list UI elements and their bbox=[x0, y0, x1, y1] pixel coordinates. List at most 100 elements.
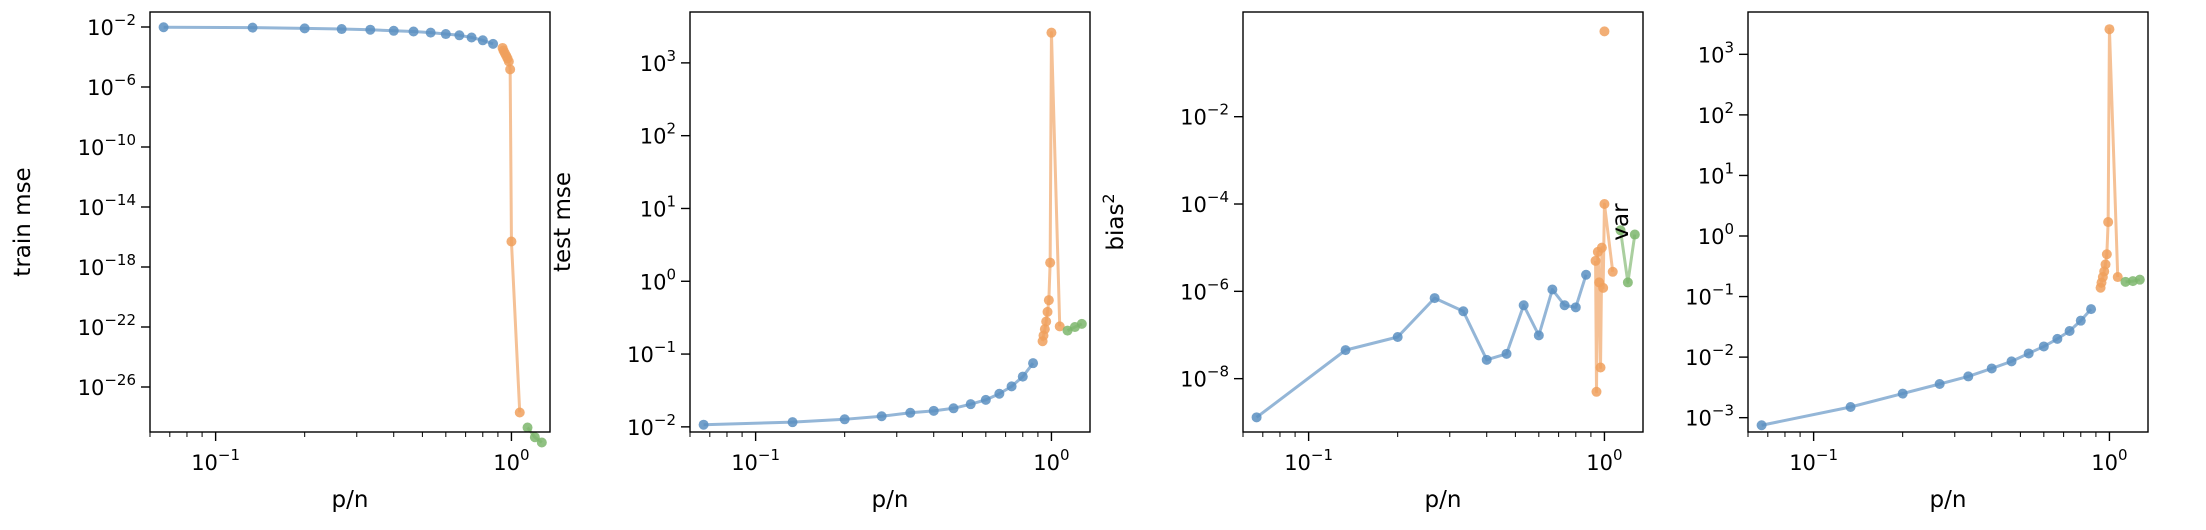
data-point bbox=[488, 38, 499, 49]
y-tick-label-exponent: 2 bbox=[666, 120, 676, 138]
series-3 bbox=[1615, 225, 1640, 288]
y-tick-label: 101 bbox=[640, 192, 676, 221]
series-line bbox=[501, 47, 522, 413]
y-tick-label-base: 10 bbox=[1180, 368, 1207, 392]
data-point bbox=[1340, 345, 1351, 356]
data-point bbox=[2038, 341, 2049, 352]
data-point bbox=[980, 394, 991, 405]
data-point bbox=[1598, 282, 1609, 293]
data-point bbox=[2052, 333, 2063, 344]
y-tick-label: 10−1 bbox=[627, 338, 676, 367]
y-tick-label-exponent: −6 bbox=[1207, 275, 1229, 293]
y-tick-label: 101 bbox=[1698, 159, 1734, 188]
data-point bbox=[1043, 295, 1054, 306]
x-tick-label-exponent: 0 bbox=[1613, 446, 1623, 464]
data-point bbox=[1039, 324, 1050, 335]
x-tick-label: 100 bbox=[1586, 446, 1622, 475]
data-point bbox=[2103, 217, 2114, 228]
x-minor-ticks bbox=[1242, 432, 1592, 437]
series-line bbox=[1761, 308, 2093, 427]
y-tick-label-exponent: −2 bbox=[654, 411, 676, 429]
y-tick-label-exponent: −4 bbox=[1207, 188, 1229, 206]
data-point bbox=[2023, 348, 2034, 359]
y-axis-label-text: train mse bbox=[10, 167, 36, 276]
x-tick-label-exponent: −1 bbox=[1311, 446, 1333, 464]
data-point bbox=[2101, 249, 2112, 260]
y-tick-label-base: 10 bbox=[87, 76, 114, 100]
y-tick-label: 10−2 bbox=[1685, 341, 1734, 370]
y-tick-label: 102 bbox=[1698, 99, 1734, 128]
y-tick-label: 10−26 bbox=[78, 371, 136, 400]
y-tick-label-exponent: −1 bbox=[1712, 281, 1734, 299]
data-point bbox=[1045, 257, 1056, 268]
data-point bbox=[1559, 300, 1570, 311]
data-point bbox=[440, 29, 451, 40]
x-tick-label-exponent: 0 bbox=[1060, 446, 1070, 464]
data-point bbox=[158, 22, 169, 33]
data-point bbox=[1607, 266, 1618, 277]
x-tick-label-exponent: −1 bbox=[758, 446, 780, 464]
data-point bbox=[1756, 420, 1767, 431]
x-tick-label-exponent: 0 bbox=[520, 446, 530, 464]
data-point bbox=[994, 388, 1005, 399]
data-point bbox=[514, 407, 525, 418]
y-tick-label: 10−4 bbox=[1180, 188, 1229, 217]
x-tick-label-base: 10 bbox=[1284, 451, 1311, 475]
data-point bbox=[1845, 402, 1856, 413]
y-tick-label-base: 10 bbox=[78, 136, 105, 160]
x-tick-label-exponent: 0 bbox=[2118, 446, 2128, 464]
data-point bbox=[1429, 293, 1440, 304]
y-tick-label-base: 10 bbox=[78, 376, 105, 400]
x-tick-label: 100 bbox=[493, 446, 529, 475]
x-tick-label-base: 10 bbox=[191, 451, 218, 475]
series-line bbox=[703, 362, 1035, 427]
y-tick-label-exponent: 0 bbox=[666, 265, 676, 283]
y-tick-label: 10−2 bbox=[87, 11, 136, 40]
series-2 bbox=[497, 42, 525, 418]
y-tick-label-base: 10 bbox=[1685, 286, 1712, 310]
y-tick-label-exponent: −3 bbox=[1712, 402, 1734, 420]
y-tick-label-exponent: 1 bbox=[666, 192, 676, 210]
y-tick-label-exponent: −8 bbox=[1207, 363, 1229, 381]
series-3 bbox=[522, 422, 547, 448]
data-point bbox=[1046, 27, 1057, 38]
x-tick-label-base: 10 bbox=[1789, 451, 1816, 475]
y-tick-label-base: 10 bbox=[1180, 106, 1207, 130]
x-tick-label: 10−1 bbox=[1284, 446, 1333, 475]
data-point bbox=[1017, 371, 1028, 382]
y-axis-label-text: test mse bbox=[550, 172, 576, 272]
y-tick-label: 10−1 bbox=[1685, 281, 1734, 310]
y-tick-label: 10−22 bbox=[78, 311, 136, 340]
y-tick-label-base: 10 bbox=[640, 52, 667, 76]
y-tick-label-base: 10 bbox=[640, 125, 667, 149]
x-tick-label: 10−1 bbox=[191, 446, 240, 475]
y-axis-label: train mse bbox=[10, 167, 36, 276]
data-point bbox=[365, 24, 376, 35]
x-tick-label-base: 10 bbox=[731, 451, 758, 475]
data-point bbox=[787, 417, 798, 428]
x-tick-label: 10−1 bbox=[731, 446, 780, 475]
data-point bbox=[454, 30, 465, 41]
data-point bbox=[1518, 300, 1529, 311]
y-tick-label-exponent: 0 bbox=[1724, 220, 1734, 238]
y-tick-label-base: 10 bbox=[627, 343, 654, 367]
x-axis-label: p/n bbox=[1930, 487, 1967, 513]
y-tick-label-base: 10 bbox=[1698, 43, 1725, 67]
x-tick-label-base: 10 bbox=[1586, 451, 1613, 475]
y-axis-label: bias2 bbox=[1099, 193, 1129, 250]
x-axis-label: p/n bbox=[332, 487, 369, 513]
data-point bbox=[2100, 259, 2111, 270]
data-point bbox=[2134, 274, 2145, 285]
y-tick-label: 10−2 bbox=[1180, 101, 1229, 130]
data-point bbox=[536, 437, 547, 448]
y-tick-label-exponent: −18 bbox=[104, 251, 136, 269]
series-1 bbox=[1251, 269, 1592, 423]
data-point bbox=[408, 26, 419, 37]
series-3 bbox=[2120, 274, 2145, 287]
data-point bbox=[1392, 331, 1403, 342]
data-point bbox=[1006, 381, 1017, 392]
y-tick-label: 10−2 bbox=[627, 411, 676, 440]
